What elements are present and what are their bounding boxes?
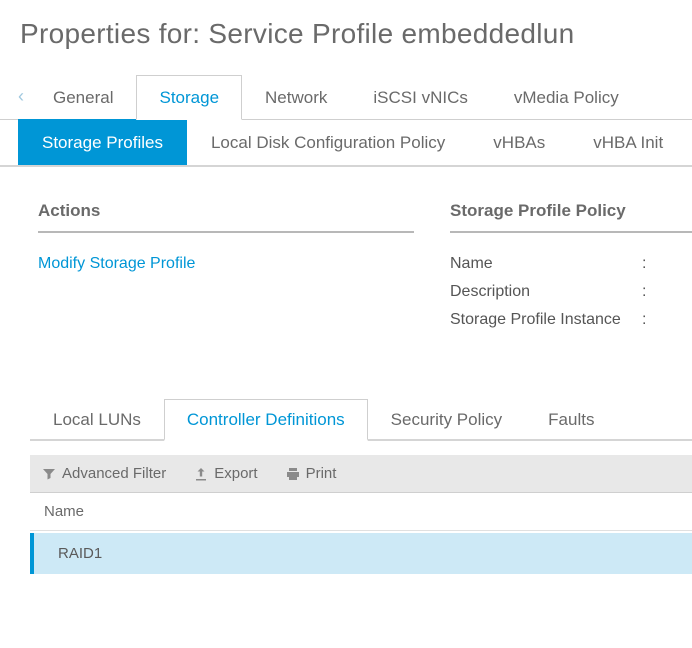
prop-label-description: Description xyxy=(450,283,642,301)
table-header-name[interactable]: Name xyxy=(30,493,692,531)
tab-network[interactable]: Network xyxy=(242,75,350,120)
inner-tabs: Local LUNs Controller Definitions Securi… xyxy=(30,397,692,441)
innertab-controller-definitions[interactable]: Controller Definitions xyxy=(164,399,368,441)
tab-vmedia-policy[interactable]: vMedia Policy xyxy=(491,75,642,120)
subtab-vhbas[interactable]: vHBAs xyxy=(469,119,569,165)
actions-heading: Actions xyxy=(38,201,414,233)
innertab-security-policy[interactable]: Security Policy xyxy=(368,399,525,441)
subtab-vhba-init[interactable]: vHBA Init xyxy=(569,119,687,165)
table-row[interactable]: RAID1 xyxy=(30,533,692,574)
prop-label-instance: Storage Profile Instance xyxy=(450,311,642,329)
prop-colon: : xyxy=(642,311,654,329)
print-icon xyxy=(286,467,300,481)
policy-column: Storage Profile Policy Name : Descriptio… xyxy=(450,201,692,339)
page-title: Properties for: Service Profile embedded… xyxy=(0,0,692,74)
innertab-faults[interactable]: Faults xyxy=(525,399,617,441)
back-chevron-icon[interactable]: ‹ xyxy=(18,86,30,107)
tab-storage[interactable]: Storage xyxy=(136,75,242,120)
innertab-local-luns[interactable]: Local LUNs xyxy=(30,399,164,441)
table-toolbar: Advanced Filter Export Print xyxy=(30,455,692,493)
subtab-local-disk-config[interactable]: Local Disk Configuration Policy xyxy=(187,119,469,165)
prop-colon: : xyxy=(642,255,654,273)
export-label: Export xyxy=(214,465,257,482)
export-button[interactable]: Export xyxy=(194,465,257,482)
storage-sub-tabs: Storage Profiles Local Disk Configuratio… xyxy=(0,119,692,167)
tab-general[interactable]: General xyxy=(30,75,136,120)
export-icon xyxy=(194,467,208,481)
top-tabs: ‹ General Storage Network iSCSI vNICs vM… xyxy=(0,74,692,120)
policy-heading: Storage Profile Policy xyxy=(450,201,692,233)
prop-label-name: Name xyxy=(450,255,642,273)
prop-row-name: Name : xyxy=(450,255,692,273)
advanced-filter-button[interactable]: Advanced Filter xyxy=(42,465,166,482)
content-area: Actions Modify Storage Profile Storage P… xyxy=(0,167,692,339)
advanced-filter-label: Advanced Filter xyxy=(62,465,166,482)
inner-area: Local LUNs Controller Definitions Securi… xyxy=(0,339,692,574)
filter-icon xyxy=(42,467,56,481)
prop-row-instance: Storage Profile Instance : xyxy=(450,311,692,329)
prop-colon: : xyxy=(642,283,654,301)
print-button[interactable]: Print xyxy=(286,465,337,482)
modify-storage-profile-link[interactable]: Modify Storage Profile xyxy=(38,255,195,273)
prop-row-description: Description : xyxy=(450,283,692,301)
tab-iscsi-vnics[interactable]: iSCSI vNICs xyxy=(350,75,490,120)
print-label: Print xyxy=(306,465,337,482)
subtab-storage-profiles[interactable]: Storage Profiles xyxy=(18,119,187,165)
actions-column: Actions Modify Storage Profile xyxy=(38,201,450,339)
